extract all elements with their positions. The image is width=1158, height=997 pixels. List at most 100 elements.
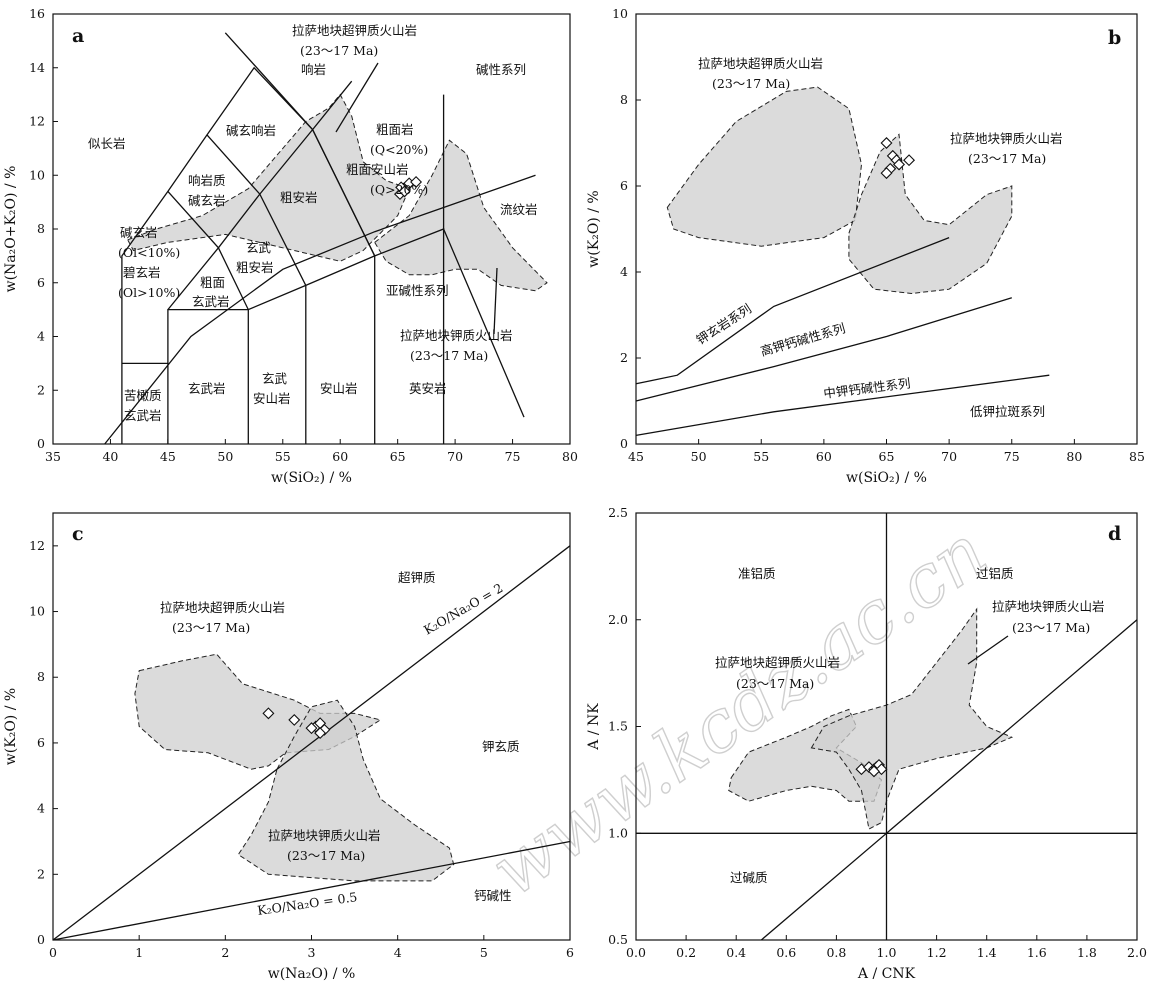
y-tick-label: 0 bbox=[37, 436, 45, 451]
y-tick-label: 0.5 bbox=[608, 932, 628, 947]
sample-points bbox=[855, 758, 888, 778]
field-label-potassic: 拉萨地块钾质火山岩 bbox=[268, 828, 381, 843]
y-axis-label: A / NK bbox=[586, 703, 602, 751]
boundary-line bbox=[760, 619, 1138, 941]
y-tick-label: 6 bbox=[37, 735, 45, 750]
boundary-line bbox=[635, 297, 1012, 402]
field-age-ultrapotassic: (23～17 Ma) bbox=[736, 676, 814, 691]
boundary-lines bbox=[104, 32, 536, 445]
field-annotations: 拉萨地块超钾质火山岩 (23～17 Ma) 拉萨地块钾质火山岩 (23～17 M… bbox=[292, 23, 513, 363]
y-tick-label: 6 bbox=[620, 178, 628, 193]
boundary-line bbox=[206, 134, 307, 286]
field-age-ultrapotassic: (23～17 Ma) bbox=[172, 620, 250, 635]
sample-point bbox=[398, 185, 411, 198]
y-tick-label: 1.0 bbox=[608, 825, 628, 840]
field-age-potassic: (23～17 Ma) bbox=[287, 848, 365, 863]
x-tick-label: 1.4 bbox=[977, 945, 997, 960]
label-trachyandesite: 粗安岩 bbox=[280, 190, 318, 205]
x-tick-label: 50 bbox=[217, 449, 233, 464]
label-ratio-05: K₂O/Na₂O = 0.5 bbox=[256, 889, 358, 918]
y-tick-label: 1.5 bbox=[608, 719, 628, 734]
x-tick-label: 35 bbox=[45, 449, 61, 464]
x-tick-label: 0 bbox=[49, 945, 57, 960]
x-axis-label: w(Na₂O) / % bbox=[268, 966, 356, 982]
field-label-ultrapotassic: 拉萨地块超钾质火山岩 bbox=[292, 23, 417, 38]
boundary-lines bbox=[635, 236, 1050, 437]
y-tick-label: 4 bbox=[37, 329, 45, 344]
x-tick-label: 2.0 bbox=[1127, 945, 1147, 960]
field-polygon-ultrapotassic bbox=[126, 93, 410, 262]
y-tick-label: 0 bbox=[37, 932, 45, 947]
x-tick-label: 80 bbox=[562, 449, 578, 464]
label-tephrite: 碱玄岩 bbox=[120, 225, 158, 240]
field-age-potassic: (23～17 Ma) bbox=[1012, 620, 1090, 635]
label-alkaline-series: 碱性系列 bbox=[476, 62, 526, 77]
sample-point bbox=[893, 158, 906, 171]
x-tick-label: 80 bbox=[1066, 449, 1082, 464]
label-ultrapotassic: 超钾质 bbox=[398, 570, 436, 585]
y-tick-label: 6 bbox=[37, 275, 45, 290]
boundary-line bbox=[167, 190, 249, 310]
label-tephriphonolite-1: 响岩质 bbox=[188, 173, 226, 188]
x-tick-label: 45 bbox=[160, 449, 176, 464]
field-label-ultrapotassic: 拉萨地块超钾质火山岩 bbox=[698, 56, 823, 71]
leader-line bbox=[967, 635, 1009, 665]
label-basaltic-trachyandesite-2: 粗安岩 bbox=[236, 260, 274, 275]
y-axis-label: w(Na₂O+K₂O) / % bbox=[3, 166, 19, 293]
series-label-low-k: 低钾拉斑系列 bbox=[970, 404, 1045, 419]
series-label-high-k: 高钾钙碱性系列 bbox=[759, 320, 847, 359]
sample-point bbox=[410, 175, 423, 188]
label-trachybasalt-2: 玄武岩 bbox=[192, 294, 230, 309]
y-tick-label: 12 bbox=[29, 114, 45, 129]
boundary-line bbox=[635, 236, 950, 385]
x-axis-label: A / CNK bbox=[857, 966, 916, 982]
field-age-ultrapotassic: (23～17 Ma) bbox=[712, 76, 790, 91]
x-tick-label: 65 bbox=[879, 449, 895, 464]
x-tick-label: 60 bbox=[332, 449, 348, 464]
label-calc-alkaline: 钙碱性 bbox=[474, 888, 512, 903]
x-tick-label: 0.8 bbox=[826, 945, 846, 960]
sample-point bbox=[288, 713, 301, 726]
boundary-line bbox=[167, 255, 375, 444]
field-polygon-ultrapotassic bbox=[666, 86, 863, 247]
label-ol-gt10: (Ol>10%) bbox=[118, 285, 180, 300]
field-layer bbox=[126, 93, 548, 292]
x-tick-label: 50 bbox=[691, 449, 707, 464]
sample-points bbox=[393, 175, 423, 201]
x-tick-label: 2 bbox=[221, 945, 229, 960]
x-tick-label: 6 bbox=[566, 945, 574, 960]
y-tick-label: 2.5 bbox=[608, 505, 628, 520]
x-tick-label: 75 bbox=[505, 449, 521, 464]
y-tick-label: 10 bbox=[29, 167, 45, 182]
field-polygon-potassic bbox=[237, 699, 455, 882]
label-q-gt20: (Q>20%) bbox=[370, 182, 428, 197]
sample-point bbox=[262, 707, 275, 720]
y-tick-label: 2 bbox=[620, 350, 628, 365]
label-basaltic-trachyandesite-1: 玄武 bbox=[246, 240, 272, 255]
field-label-ultrapotassic: 拉萨地块超钾质火山岩 bbox=[715, 655, 840, 670]
x-tick-label: 1.2 bbox=[927, 945, 947, 960]
x-tick-label: 1 bbox=[135, 945, 143, 960]
x-axis-label: w(SiO₂) / % bbox=[271, 470, 352, 486]
x-tick-label: 55 bbox=[275, 449, 291, 464]
label-tephriphonolite-2: 碱玄岩 bbox=[188, 193, 226, 208]
anck-ank-diagram-panel: 0.0 0.2 0.4 0.6 0.8 1.0 1.2 1.4 1.6 1.8 2.0 0.5 1.0 1… bbox=[586, 505, 1147, 982]
panel-label-b: b bbox=[1108, 27, 1121, 49]
panel-label-c: c bbox=[72, 523, 84, 545]
label-ratio-2: K₂O/Na₂O = 2 bbox=[421, 580, 505, 637]
label-peraluminous: 过铝质 bbox=[976, 566, 1014, 581]
field-layer bbox=[134, 653, 455, 882]
label-andesite: 安山岩 bbox=[320, 381, 358, 396]
axes: 35 40 45 50 55 60 65 70 75 80 0 2 4 6 8 10 12 14 16 w(SiO₂)… bbox=[3, 6, 578, 486]
sample-point bbox=[880, 137, 893, 149]
label-rhyolite: 流纹岩 bbox=[500, 202, 538, 217]
label-peralkaline: 过碱质 bbox=[730, 870, 768, 885]
tas-diagram-panel: 35 40 45 50 55 60 65 70 75 80 0 2 4 6 8 10 12 14 16 w(SiO₂)… bbox=[3, 6, 578, 486]
sample-points bbox=[262, 707, 331, 740]
label-ol-lt10: (Ol<10%) bbox=[118, 245, 180, 260]
label-trachydacite: 粗面安山岩 bbox=[346, 162, 409, 177]
label-subalkaline-series: 亚碱性系列 bbox=[386, 283, 449, 298]
y-axis-label: w(K₂O) / % bbox=[586, 190, 602, 267]
